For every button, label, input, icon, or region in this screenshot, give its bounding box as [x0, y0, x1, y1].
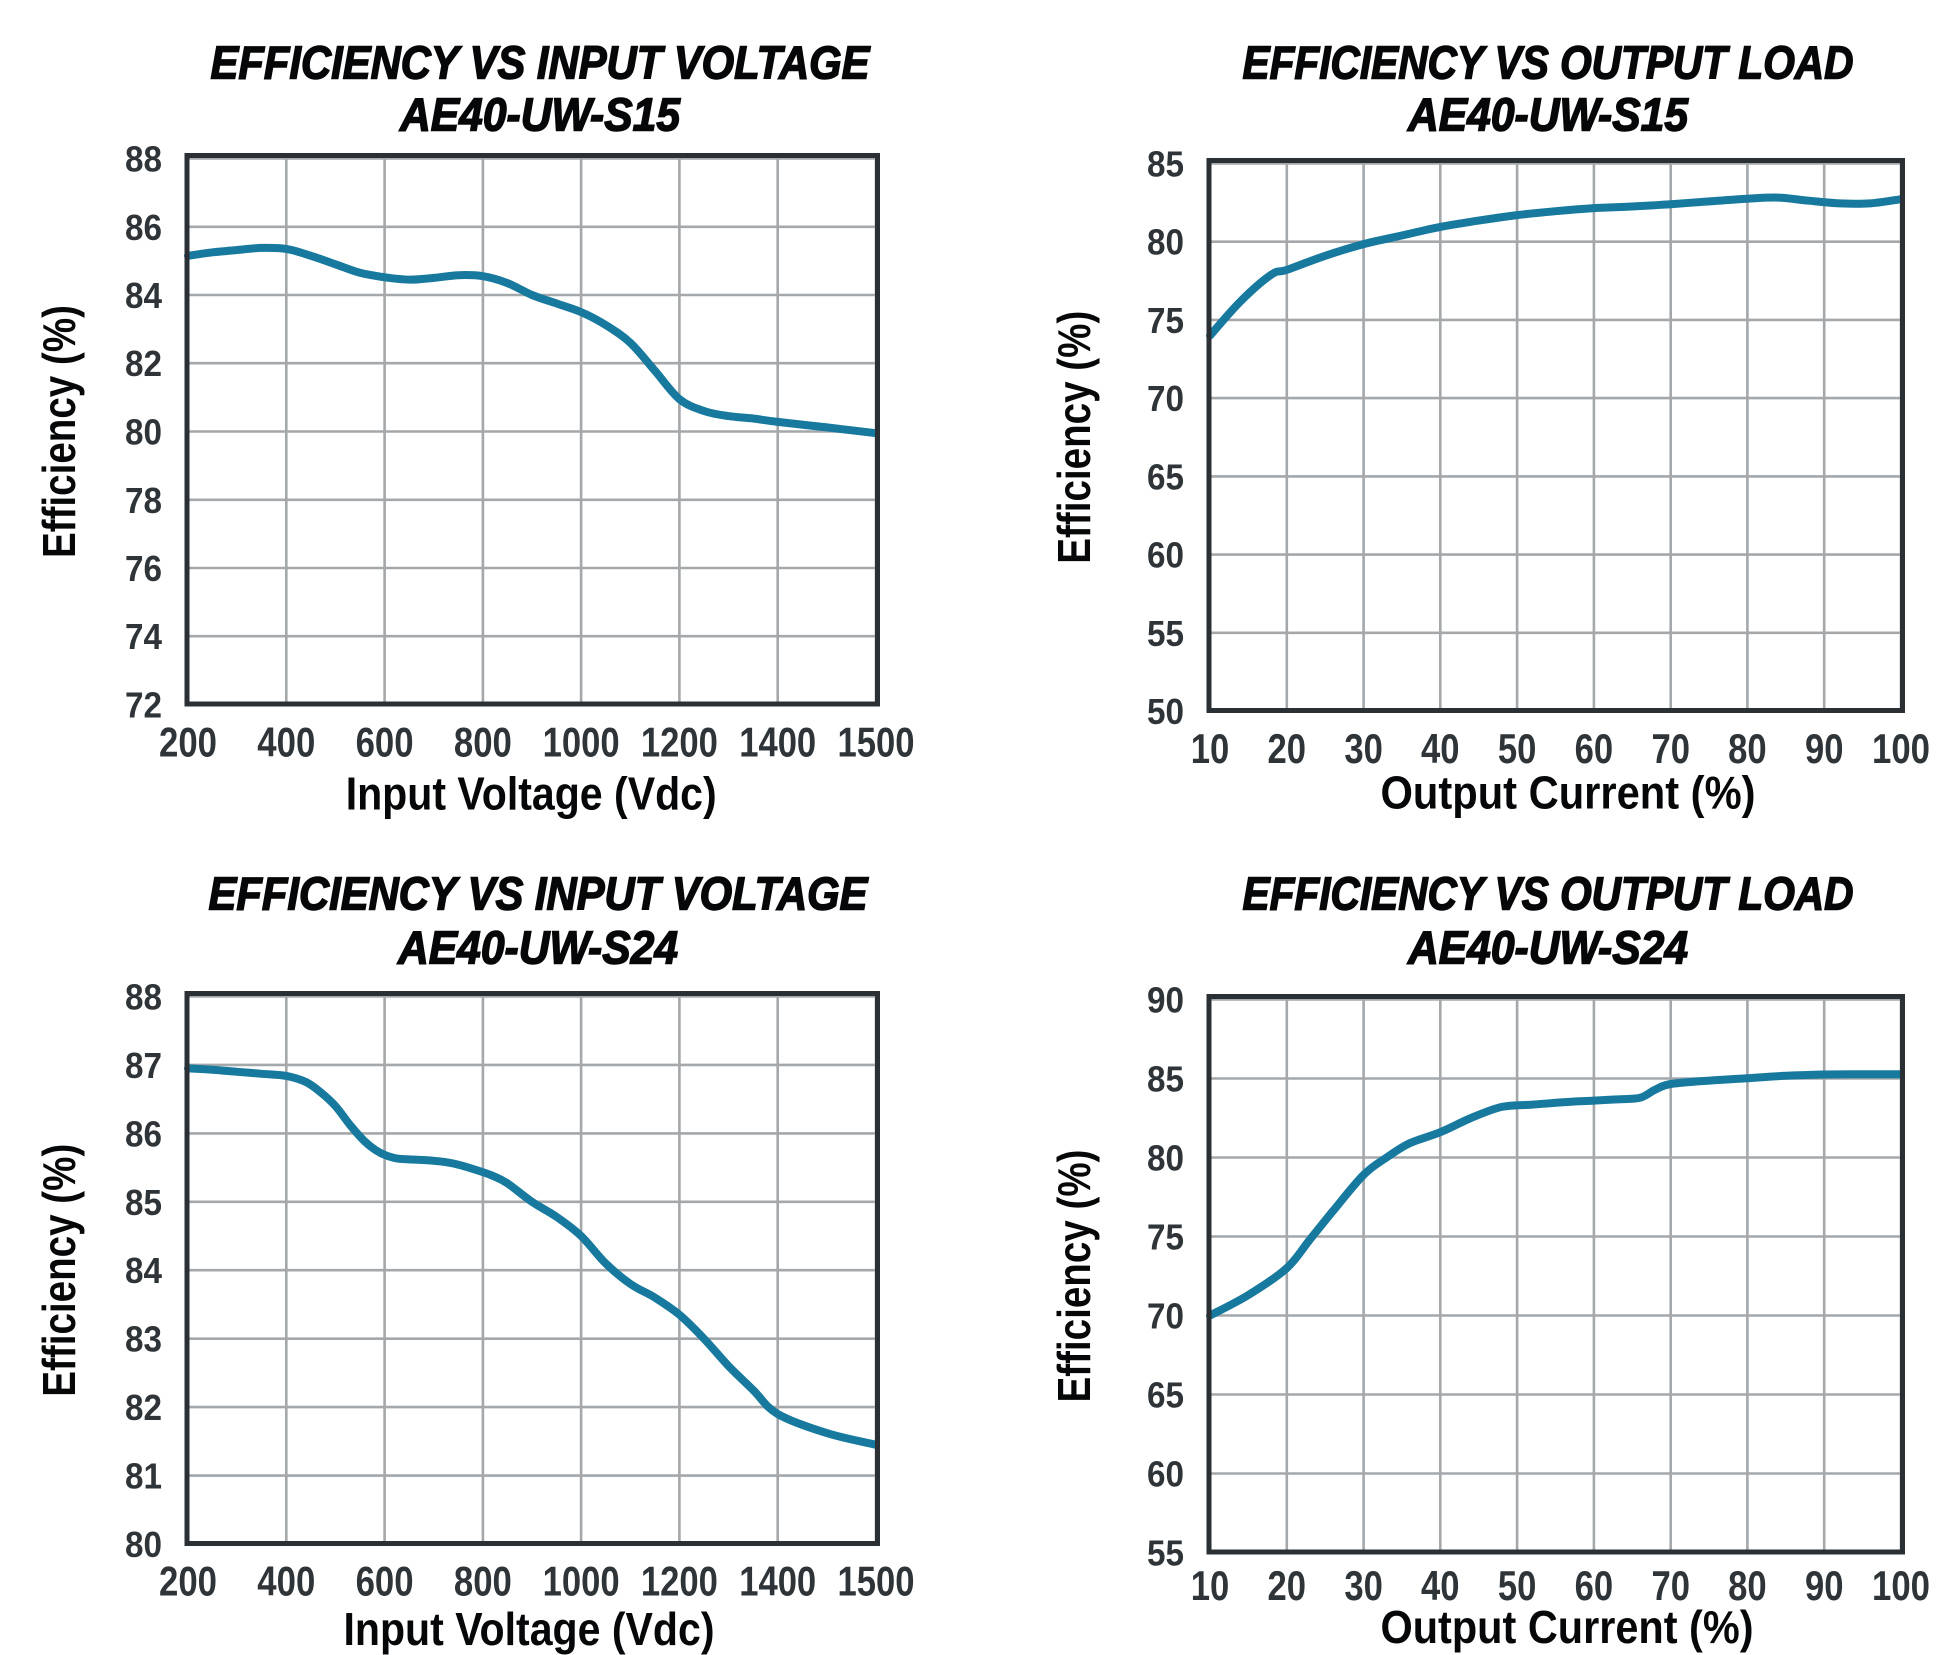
svg-text:200: 200 — [159, 718, 217, 765]
svg-text:80: 80 — [1147, 1138, 1184, 1179]
svg-text:80: 80 — [125, 1524, 162, 1565]
svg-text:200: 200 — [159, 1558, 217, 1605]
svg-text:85: 85 — [1147, 144, 1184, 185]
svg-text:65: 65 — [1147, 456, 1184, 497]
svg-text:84: 84 — [125, 275, 162, 316]
svg-text:88: 88 — [125, 139, 162, 180]
svg-text:90: 90 — [1805, 1562, 1844, 1609]
svg-text:1500: 1500 — [838, 718, 915, 765]
svg-text:50: 50 — [1147, 691, 1184, 732]
svg-text:1200: 1200 — [641, 1558, 718, 1605]
svg-text:Input Voltage (Vdc): Input Voltage (Vdc) — [346, 768, 717, 820]
svg-text:81: 81 — [125, 1456, 162, 1497]
svg-text:10: 10 — [1191, 725, 1230, 772]
svg-text:Efficiency (%): Efficiency (%) — [33, 305, 85, 558]
svg-text:800: 800 — [454, 718, 512, 765]
svg-text:30: 30 — [1344, 725, 1383, 772]
svg-text:70: 70 — [1651, 725, 1690, 772]
svg-text:88: 88 — [125, 977, 162, 1018]
svg-text:1400: 1400 — [739, 1558, 816, 1605]
svg-text:80: 80 — [1728, 725, 1767, 772]
svg-text:80: 80 — [1728, 1562, 1767, 1609]
svg-text:75: 75 — [1147, 1217, 1184, 1258]
svg-text:AE40-UW-S24: AE40-UW-S24 — [397, 922, 678, 974]
svg-text:600: 600 — [356, 718, 414, 765]
svg-text:84: 84 — [125, 1250, 162, 1291]
svg-text:AE40-UW-S15: AE40-UW-S15 — [1407, 89, 1689, 141]
svg-text:90: 90 — [1147, 980, 1184, 1021]
svg-text:60: 60 — [1147, 535, 1184, 576]
svg-text:800: 800 — [454, 1558, 512, 1605]
svg-text:600: 600 — [356, 1558, 414, 1605]
svg-text:65: 65 — [1147, 1375, 1184, 1416]
svg-text:AE40-UW-S15: AE40-UW-S15 — [399, 89, 681, 141]
svg-text:1500: 1500 — [838, 1558, 915, 1605]
svg-text:Efficiency (%): Efficiency (%) — [33, 1144, 85, 1397]
svg-text:40: 40 — [1421, 725, 1460, 772]
svg-text:Output Current (%): Output Current (%) — [1381, 767, 1756, 819]
svg-text:90: 90 — [1805, 725, 1844, 772]
svg-text:70: 70 — [1651, 1562, 1690, 1609]
svg-text:55: 55 — [1147, 1533, 1184, 1574]
svg-text:82: 82 — [125, 343, 162, 384]
svg-text:80: 80 — [1147, 222, 1184, 263]
svg-text:76: 76 — [125, 548, 162, 589]
svg-text:40: 40 — [1421, 1562, 1460, 1609]
svg-text:400: 400 — [257, 718, 315, 765]
svg-text:70: 70 — [1147, 1296, 1184, 1337]
svg-text:1400: 1400 — [739, 718, 816, 765]
svg-text:80: 80 — [125, 412, 162, 453]
svg-text:EFFICIENCY VS OUTPUT LOAD: EFFICIENCY VS OUTPUT LOAD — [1243, 37, 1854, 89]
svg-text:EFFICIENCY VS INPUT VOLTAGE: EFFICIENCY VS INPUT VOLTAGE — [211, 37, 871, 89]
svg-text:1200: 1200 — [641, 718, 718, 765]
svg-text:1000: 1000 — [543, 718, 620, 765]
svg-text:Input Voltage (Vdc): Input Voltage (Vdc) — [344, 1603, 715, 1655]
svg-text:85: 85 — [1147, 1059, 1184, 1100]
svg-text:30: 30 — [1344, 1562, 1383, 1609]
svg-text:100: 100 — [1872, 1562, 1930, 1609]
svg-text:100: 100 — [1872, 725, 1930, 772]
svg-text:1000: 1000 — [543, 1558, 620, 1605]
svg-text:60: 60 — [1147, 1454, 1184, 1495]
svg-text:EFFICIENCY VS OUTPUT LOAD: EFFICIENCY VS OUTPUT LOAD — [1243, 868, 1854, 920]
svg-text:86: 86 — [125, 1113, 162, 1154]
svg-text:Efficiency (%): Efficiency (%) — [1048, 311, 1100, 564]
svg-text:85: 85 — [125, 1182, 162, 1223]
svg-text:75: 75 — [1147, 300, 1184, 341]
svg-text:87: 87 — [125, 1045, 162, 1086]
svg-text:74: 74 — [125, 616, 162, 657]
svg-text:EFFICIENCY VS INPUT VOLTAGE: EFFICIENCY VS INPUT VOLTAGE — [209, 868, 869, 920]
svg-text:20: 20 — [1268, 1562, 1307, 1609]
svg-text:82: 82 — [125, 1387, 162, 1428]
svg-text:60: 60 — [1575, 725, 1614, 772]
svg-text:72: 72 — [125, 685, 162, 726]
svg-text:83: 83 — [125, 1319, 162, 1360]
svg-text:78: 78 — [125, 480, 162, 521]
svg-text:70: 70 — [1147, 378, 1184, 419]
svg-text:AE40-UW-S24: AE40-UW-S24 — [1407, 922, 1688, 974]
svg-text:Output Current (%): Output Current (%) — [1381, 1601, 1754, 1653]
svg-text:Efficiency (%): Efficiency (%) — [1048, 1150, 1100, 1403]
svg-text:400: 400 — [257, 1558, 315, 1605]
svg-text:20: 20 — [1268, 725, 1307, 772]
svg-text:86: 86 — [125, 207, 162, 248]
svg-text:55: 55 — [1147, 613, 1184, 654]
svg-text:10: 10 — [1191, 1562, 1230, 1609]
svg-text:60: 60 — [1575, 1562, 1614, 1609]
svg-text:50: 50 — [1498, 725, 1537, 772]
svg-text:50: 50 — [1498, 1562, 1537, 1609]
